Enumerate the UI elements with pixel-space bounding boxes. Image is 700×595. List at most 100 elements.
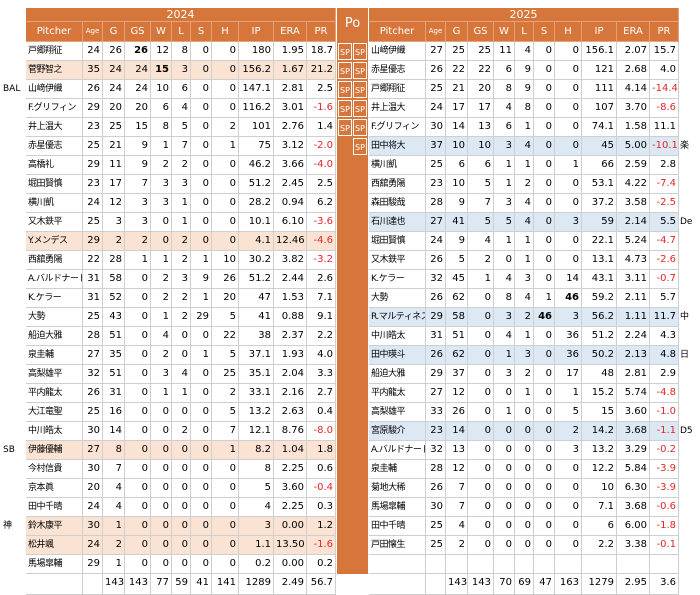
- right-cell-pr: -3.9: [650, 460, 679, 479]
- right-cell-h: 46: [555, 289, 582, 308]
- right-pitcher-name: 戸郷翔征: [369, 80, 426, 99]
- right-cell-ip: 10: [582, 479, 617, 498]
- left-cell-ip: 30.2: [239, 251, 274, 270]
- right-cell-w: 6: [494, 61, 515, 80]
- left-cell-age: 29: [83, 232, 103, 251]
- right-pitcher-name: R.マルティネス: [369, 308, 426, 327]
- right-cell-pr: 2.8: [650, 156, 679, 175]
- right-cell-gs: 2: [468, 251, 494, 270]
- left-col-header-h: H: [212, 22, 239, 42]
- left-cell-s: 0: [191, 479, 212, 498]
- right-cell-s: 0: [534, 42, 555, 61]
- left-cell-l: 3: [172, 175, 191, 194]
- left-total-gs: 143: [125, 574, 151, 595]
- left-cell-era: 2.16: [274, 384, 307, 403]
- sp-badge-2025: SP: [353, 100, 367, 117]
- right-cell-gs: 0: [468, 536, 494, 555]
- left-cell-g: 16: [103, 403, 125, 422]
- right-cell-pr: -1.1: [650, 422, 679, 441]
- right-pitcher-name: 田中千晴: [369, 517, 426, 536]
- left-cell-h: 0: [212, 156, 239, 175]
- left-cell-s: 1: [191, 251, 212, 270]
- right-cell-pr: -4.8: [650, 384, 679, 403]
- left-cell-l: 0: [172, 441, 191, 460]
- right-cell-era: 3.11: [617, 270, 650, 289]
- left-cell-g: 4: [103, 498, 125, 517]
- left-cell-s: 0: [191, 441, 212, 460]
- right-cell-age: 25: [426, 156, 446, 175]
- left-cell-l: 6: [172, 80, 191, 99]
- left-cell-era: 2.81: [274, 80, 307, 99]
- left-col-header-era: ERA: [274, 22, 307, 42]
- right-cell-gs: 0: [468, 517, 494, 536]
- sp-badge-2024: SP: [338, 62, 352, 79]
- right-col-header-pr: PR: [650, 22, 679, 42]
- right-cell-w: 0: [494, 498, 515, 517]
- left-cell-h: 0: [212, 175, 239, 194]
- left-cell-era: 1.04: [274, 441, 307, 460]
- right-cell-l: 9: [515, 61, 534, 80]
- left-cell-s: 0: [191, 213, 212, 232]
- right-cell-s: 0: [534, 175, 555, 194]
- right-cell-l: 2: [515, 365, 534, 384]
- right-cell-era: 6.00: [617, 517, 650, 536]
- right-total-pr: 3.6: [650, 574, 679, 595]
- right-cell-age: 30: [426, 498, 446, 517]
- left-cell-age: 24: [83, 498, 103, 517]
- left-pitcher-name: 又木鉄平: [26, 213, 83, 232]
- right-pitcher-name: 西舘勇陽: [369, 175, 426, 194]
- right-cell-age: 29: [426, 365, 446, 384]
- right-col-header-l: L: [515, 22, 534, 42]
- right-cell-g: 10: [446, 175, 468, 194]
- left-cell-h: 10: [212, 251, 239, 270]
- left-cell-l: 3: [172, 270, 191, 289]
- left-pitcher-name: 赤星優志: [26, 137, 83, 156]
- right-cell-g: 41: [446, 213, 468, 232]
- right-cell-l: 4: [515, 194, 534, 213]
- right-cell-h: 1: [555, 384, 582, 403]
- right-cell-age: 32: [426, 270, 446, 289]
- left-cell-pr: 3.3: [307, 365, 336, 384]
- left-cell-pr: 0.6: [307, 460, 336, 479]
- right-cell-age: 25: [426, 517, 446, 536]
- right-cell-l: 0: [515, 498, 534, 517]
- left-pitcher-name: 山﨑伊織: [26, 80, 83, 99]
- left-cell-g: 51: [103, 365, 125, 384]
- right-cell-ip: 48: [582, 365, 617, 384]
- right-cell-age: 26: [426, 289, 446, 308]
- left-cell-h: 0: [212, 99, 239, 118]
- right-cell-pr: 11.1: [650, 118, 679, 137]
- right-cell-ip: 50.2: [582, 346, 617, 365]
- left-cell-era: 6.10: [274, 213, 307, 232]
- left-total-s: 41: [191, 574, 212, 595]
- left-cell-pr: 1.4: [307, 118, 336, 137]
- left-cell-s: 0: [191, 498, 212, 517]
- left-cell-age: 31: [83, 289, 103, 308]
- right-cell-era: 2.68: [617, 61, 650, 80]
- sp-badge-2024: SP: [338, 119, 352, 136]
- right-cell-l: 4: [515, 42, 534, 61]
- right-cell-s: 0: [534, 99, 555, 118]
- left-total-w: 77: [151, 574, 172, 595]
- right-cell-l: 3: [515, 270, 534, 289]
- right-cell-gs: 4: [468, 232, 494, 251]
- left-col-header-ip: IP: [239, 22, 274, 42]
- left-cell-l: 2: [172, 232, 191, 251]
- left-pitcher-name: 中川皓太: [26, 422, 83, 441]
- right-cell-s: 0: [534, 80, 555, 99]
- left-cell-l: 0: [172, 346, 191, 365]
- left-total-blank: [83, 574, 103, 595]
- left-cell-w: 0: [151, 403, 172, 422]
- left-cell-h: 0: [212, 80, 239, 99]
- right-col-header-h: H: [555, 22, 582, 42]
- left-cell-gs: 9: [125, 156, 151, 175]
- right-cell-h: 0: [555, 517, 582, 536]
- left-cell-era: 2.37: [274, 327, 307, 346]
- left-cell-gs: 3: [125, 194, 151, 213]
- left-year-header: 2024: [26, 8, 336, 22]
- left-cell-h: 1: [212, 137, 239, 156]
- left-cell-era: 1.53: [274, 289, 307, 308]
- right-pitcher-name: 大勢: [369, 289, 426, 308]
- left-cell-h: 1: [212, 441, 239, 460]
- left-cell-gs: 0: [125, 498, 151, 517]
